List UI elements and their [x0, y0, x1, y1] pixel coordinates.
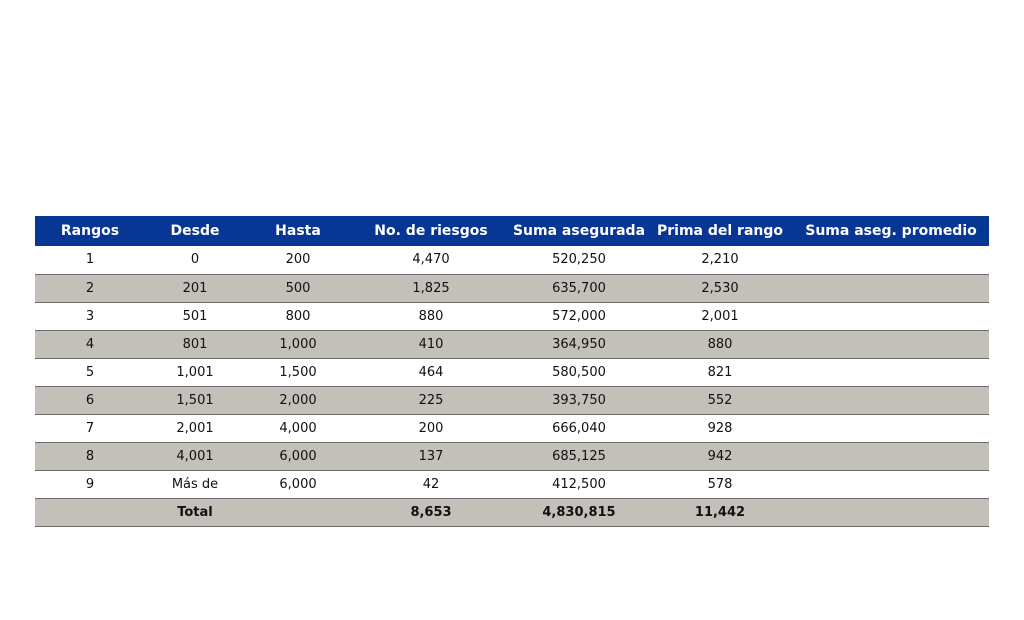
- total-cell: 4,830,815: [542, 504, 616, 520]
- table-cell: 800: [285, 308, 311, 324]
- table-cell: 580,500: [552, 364, 606, 380]
- table-cell: 9: [85, 476, 95, 492]
- table-cell: 500: [285, 280, 311, 296]
- table-cell: 2,000: [279, 392, 317, 408]
- table-cell: 364,950: [552, 336, 606, 352]
- table-cell: 880: [418, 308, 444, 324]
- table-cell: 801: [182, 336, 208, 352]
- table-cell: 1,000: [279, 336, 317, 352]
- table-cell: 635,700: [552, 280, 606, 296]
- table-cell: 393,750: [552, 392, 606, 408]
- table-cell: 225: [418, 392, 444, 408]
- table-cell: 880: [707, 336, 733, 352]
- table-cell: [793, 386, 989, 414]
- table-total-row: Total 8,653 4,830,815 11,442: [35, 498, 989, 526]
- total-cell: 8,653: [410, 504, 452, 520]
- table-row: 5 1,001 1,500 464 580,500 821: [35, 358, 989, 386]
- ranges-table: Rangos Desde Hasta No. de riesgos Suma a…: [35, 216, 989, 527]
- table-cell: Más de: [171, 476, 219, 492]
- total-cell: [35, 498, 145, 526]
- table-cell: 5: [85, 364, 95, 380]
- table-cell: [793, 274, 989, 302]
- column-header-desde: Desde: [170, 223, 220, 239]
- table-cell: 3: [85, 308, 95, 324]
- table-row: 6 1,501 2,000 225 393,750 552: [35, 386, 989, 414]
- table-cell: 4,000: [279, 420, 317, 436]
- table-cell: [793, 414, 989, 442]
- table-cell: 200: [418, 420, 444, 436]
- table-cell: 1,001: [176, 364, 214, 380]
- ranges-table-container: Rangos Desde Hasta No. de riesgos Suma a…: [35, 216, 989, 527]
- table-cell: [793, 330, 989, 358]
- total-cell: Total: [177, 504, 213, 520]
- table-cell: 8: [85, 448, 95, 464]
- table-cell: 200: [285, 252, 311, 268]
- table-cell: 7: [85, 420, 95, 436]
- table-cell: 942: [707, 448, 733, 464]
- table-cell: 412,500: [552, 476, 606, 492]
- table-cell: 2,001: [176, 420, 214, 436]
- table-cell: 42: [422, 476, 440, 492]
- table-cell: 1,500: [279, 364, 317, 380]
- table-row: 3 501 800 880 572,000 2,001: [35, 302, 989, 330]
- table-cell: 572,000: [552, 308, 606, 324]
- table-cell: 4: [85, 336, 95, 352]
- table-cell: [793, 302, 989, 330]
- table-cell: 2,210: [701, 252, 739, 268]
- table-cell: 520,250: [552, 252, 606, 268]
- total-cell: [793, 498, 989, 526]
- column-header-suma-promedio: Suma aseg. promedio: [805, 223, 977, 239]
- table-row: 1 0 200 4,470 520,250 2,210: [35, 246, 989, 274]
- table-cell: 6,000: [279, 448, 317, 464]
- table-cell: 666,040: [552, 420, 606, 436]
- column-header-prima-rango: Prima del rango: [656, 223, 784, 239]
- table-row: 2 201 500 1,825 635,700 2,530: [35, 274, 989, 302]
- table-cell: 501: [182, 308, 208, 324]
- table-cell: 552: [707, 392, 733, 408]
- table-cell: 578: [707, 476, 733, 492]
- table-cell: 6,000: [279, 476, 317, 492]
- table-cell: 2: [85, 280, 95, 296]
- table-cell: [793, 358, 989, 386]
- table-row: 4 801 1,000 410 364,950 880: [35, 330, 989, 358]
- table-cell: 6: [85, 392, 95, 408]
- table-cell: 928: [707, 420, 733, 436]
- table-cell: [793, 442, 989, 470]
- table-row: 9 Más de 6,000 42 412,500 578: [35, 470, 989, 498]
- table-cell: 2,001: [701, 308, 739, 324]
- table-header-row: Rangos Desde Hasta No. de riesgos Suma a…: [35, 216, 989, 246]
- table-cell: 0: [190, 252, 200, 268]
- table-cell: 1: [85, 252, 95, 268]
- table-cell: 685,125: [552, 448, 606, 464]
- table-cell: 201: [182, 280, 208, 296]
- table-cell: 4,470: [412, 252, 450, 268]
- table-cell: 1,825: [412, 280, 450, 296]
- table-body: 1 0 200 4,470 520,250 2,210 2 201 500 1,825 635,70…: [35, 246, 989, 526]
- table-cell: 821: [707, 364, 733, 380]
- column-header-rangos: Rangos: [60, 223, 120, 239]
- table-cell: 1,501: [176, 392, 214, 408]
- total-cell: 11,442: [694, 504, 746, 520]
- table-row: 7 2,001 4,000 200 666,040 928: [35, 414, 989, 442]
- table-cell: 464: [418, 364, 444, 380]
- table-cell: 4,001: [176, 448, 214, 464]
- table-cell: 2,530: [701, 280, 739, 296]
- table-cell: 137: [418, 448, 444, 464]
- table-row: 8 4,001 6,000 137 685,125 942: [35, 442, 989, 470]
- column-header-suma-asegurada: Suma asegurada: [512, 223, 646, 239]
- table-cell: [793, 246, 989, 274]
- column-header-no-riesgos: No. de riesgos: [374, 223, 488, 239]
- column-header-hasta: Hasta: [275, 223, 321, 239]
- total-cell: [245, 498, 351, 526]
- table-cell: [793, 470, 989, 498]
- table-cell: 410: [418, 336, 444, 352]
